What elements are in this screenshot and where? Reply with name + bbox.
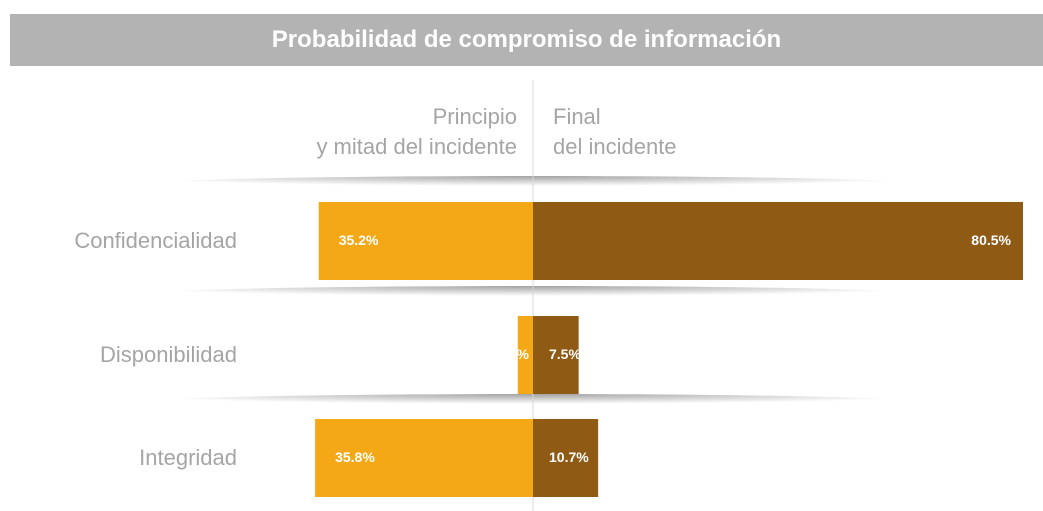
value-label: 80.5%: [971, 232, 1011, 248]
bar: [533, 202, 1023, 280]
bar: [315, 419, 533, 497]
category-label: Confidencialidad: [74, 228, 237, 253]
value-label: 10.7%: [549, 449, 589, 465]
category-label: Disponibilidad: [100, 342, 237, 367]
bar: [533, 316, 579, 394]
value-label: 7.5%: [549, 346, 581, 362]
category-label: Integridad: [139, 445, 237, 470]
value-label: 35.8%: [335, 449, 375, 465]
bar: [318, 202, 533, 280]
legend-label: Final del incidente: [553, 104, 677, 159]
value-label: 2.5%: [497, 346, 529, 362]
value-label: 35.2%: [338, 232, 379, 248]
bar: [533, 419, 599, 497]
legend-label: Principio y mitad del incidente: [316, 104, 517, 159]
chart-title: Probabilidad de compromiso de informació…: [10, 14, 1043, 66]
bar: [517, 316, 533, 394]
